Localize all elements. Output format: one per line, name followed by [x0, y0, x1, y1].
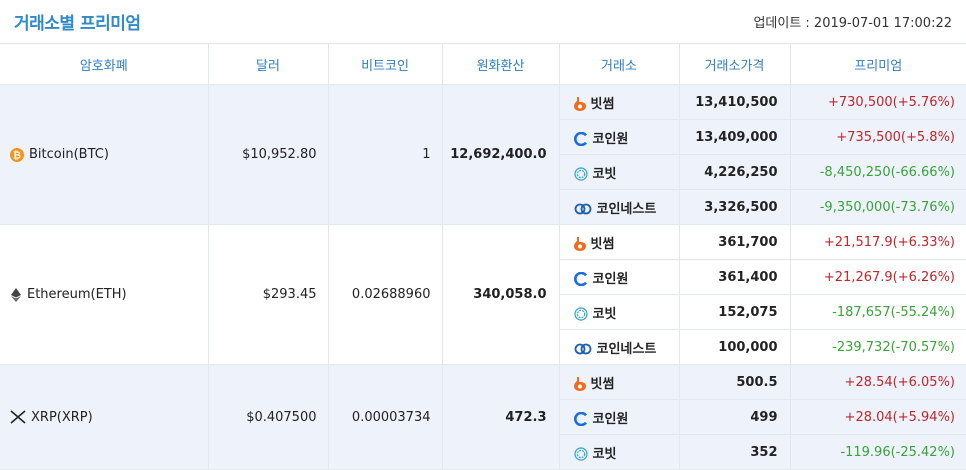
table-row: 코빗 152,075 -187,657(-55.24%) [0, 294, 966, 330]
coin-name-cell[interactable]: ₿ Bitcoin(BTC) [0, 84, 209, 225]
usd-price-cell: $0.407500 [208, 364, 329, 470]
column-header-krw[interactable]: 원화환산 [442, 44, 560, 85]
coin-name: Ethereum(ETH) [27, 287, 127, 302]
exchange-name: 코인네스트 [596, 201, 657, 217]
exchange-cell[interactable]: 코빗 [559, 294, 680, 330]
coinone-icon [573, 412, 588, 426]
column-header-premium[interactable]: 프리미엄 [790, 44, 966, 85]
xrp-icon [10, 410, 26, 424]
premium-cell: -239,732(-70.57%) [790, 329, 966, 365]
coin-name-cell[interactable]: XRP(XRP) [0, 364, 209, 470]
exchange-cell[interactable]: 코빗 [559, 434, 680, 470]
premium-cell: +28.54(+6.05%) [790, 364, 966, 400]
column-header-exchange[interactable]: 거래소 [559, 44, 680, 85]
krw-converted-cell: 472.3 [442, 364, 560, 470]
coin-name: Bitcoin(BTC) [29, 147, 109, 162]
column-header-btc[interactable]: 비트코인 [328, 44, 443, 85]
bithumb-icon [573, 377, 586, 391]
exchange-name: 빗썸 [590, 376, 615, 392]
table-header-row: 암호화폐 달러 비트코인 원화환산 거래소 거래소가격 프리미엄 [0, 44, 966, 85]
column-header-coin[interactable]: 암호화폐 [0, 44, 209, 85]
ethereum-icon [10, 287, 22, 302]
table-row: 코인네스트 100,000 -239,732(-70.57%) [0, 329, 966, 365]
exchange-price-cell: 100,000 [679, 329, 791, 365]
coin-name: XRP(XRP) [31, 409, 93, 425]
table-body: ₿ Bitcoin(BTC) $10,952.80 1 12,692,400.0 빗썸 13… [0, 84, 966, 470]
premium-cell: +21,267.9(+6.26%) [790, 259, 966, 295]
premium-cell: +21,517.9(+6.33%) [790, 224, 966, 260]
coinone-icon [573, 272, 588, 286]
exchange-name: 코인원 [592, 411, 629, 427]
exchange-price-cell: 500.5 [679, 364, 791, 400]
exchange-cell[interactable]: 빗썸 [559, 224, 680, 260]
premium-cell: -9,350,000(-73.76%) [790, 189, 966, 225]
exchange-cell[interactable]: 코인원 [559, 259, 680, 295]
table-row: 코인네스트 3,326,500 -9,350,000(-73.76%) [0, 189, 966, 225]
premium-cell: +735,500(+5.8%) [790, 119, 966, 155]
coin-name-cell[interactable]: Ethereum(ETH) [0, 224, 209, 365]
korbit-icon [573, 167, 588, 181]
page-header: 거래소별 프리미엄 업데이트 : 2019-07-01 17:00:22 [0, 0, 966, 44]
update-timestamp: 업데이트 : 2019-07-01 17:00:22 [753, 16, 952, 31]
exchange-price-cell: 499 [679, 399, 791, 435]
krw-converted-cell: 12,692,400.0 [442, 84, 560, 225]
exchange-name: 코빗 [592, 446, 617, 462]
exchange-name: 코빗 [592, 306, 617, 322]
exchange-price-cell: 361,700 [679, 224, 791, 260]
svg-text:₿: ₿ [13, 149, 21, 161]
exchange-cell[interactable]: 코인원 [559, 399, 680, 435]
premium-cell: -187,657(-55.24%) [790, 294, 966, 330]
premium-cell: -8,450,250(-66.66%) [790, 154, 966, 190]
bitcoin-icon: ₿ [10, 147, 24, 162]
exchange-price-cell: 3,326,500 [679, 189, 791, 225]
exchange-cell[interactable]: 빗썸 [559, 84, 680, 120]
coinnest-icon [574, 203, 592, 215]
table-row: 코인원 499 +28.04(+5.94%) [0, 399, 966, 435]
korbit-icon [573, 447, 588, 461]
table-row: Ethereum(ETH) $293.45 0.02688960 340,058.0 빗… [0, 224, 966, 365]
btc-price-cell: 0.00003734 [328, 364, 443, 470]
korbit-icon [573, 307, 588, 321]
bithumb-icon [573, 237, 586, 251]
btc-price-cell: 1 [328, 84, 443, 225]
coinnest-icon [574, 343, 592, 355]
table-row: 코빗 352 -119.96(-25.42%) [0, 434, 966, 470]
page-title: 거래소별 프리미엄 [14, 14, 141, 34]
bithumb-icon [573, 97, 586, 111]
exchange-name: 코빗 [592, 166, 617, 182]
table-row: 코인원 361,400 +21,267.9(+6.26%) [0, 259, 966, 295]
exchange-price-cell: 4,226,250 [679, 154, 791, 190]
exchange-name: 빗썸 [590, 96, 615, 112]
btc-price-cell: 0.02688960 [328, 224, 443, 365]
usd-price-cell: $293.45 [208, 224, 329, 365]
exchange-cell[interactable]: 코인원 [559, 119, 680, 155]
exchange-name: 코인원 [592, 271, 629, 287]
column-header-exchange-price[interactable]: 거래소가격 [679, 44, 791, 85]
exchange-name: 코인원 [592, 131, 629, 147]
exchange-name: 코인네스트 [596, 341, 657, 357]
coinone-icon [573, 132, 588, 146]
exchange-price-cell: 352 [679, 434, 791, 470]
exchange-cell[interactable]: 코인네스트 [559, 329, 680, 365]
table-row: 코인원 13,409,000 +735,500(+5.8%) [0, 119, 966, 155]
premium-table: 암호화폐 달러 비트코인 원화환산 거래소 거래소가격 프리미엄 ₿ Bitcoi… [0, 44, 966, 470]
table-row: 코빗 4,226,250 -8,450,250(-66.66%) [0, 154, 966, 190]
exchange-price-cell: 152,075 [679, 294, 791, 330]
table-row: XRP(XRP) $0.407500 0.00003734 472.3 빗썸 500.5 +… [0, 364, 966, 470]
column-header-usd[interactable]: 달러 [208, 44, 329, 85]
table-row: ₿ Bitcoin(BTC) $10,952.80 1 12,692,400.0 빗썸 13… [0, 84, 966, 225]
usd-price-cell: $10,952.80 [208, 84, 329, 225]
exchange-cell[interactable]: 빗썸 [559, 364, 680, 400]
exchange-cell[interactable]: 코빗 [559, 154, 680, 190]
krw-converted-cell: 340,058.0 [442, 224, 560, 365]
premium-cell: +28.04(+5.94%) [790, 399, 966, 435]
premium-cell: -119.96(-25.42%) [790, 434, 966, 470]
exchange-price-cell: 13,410,500 [679, 84, 791, 120]
exchange-name: 빗썸 [590, 236, 615, 252]
exchange-price-cell: 361,400 [679, 259, 791, 295]
exchange-cell[interactable]: 코인네스트 [559, 189, 680, 225]
exchange-price-cell: 13,409,000 [679, 119, 791, 155]
premium-cell: +730,500(+5.76%) [790, 84, 966, 120]
